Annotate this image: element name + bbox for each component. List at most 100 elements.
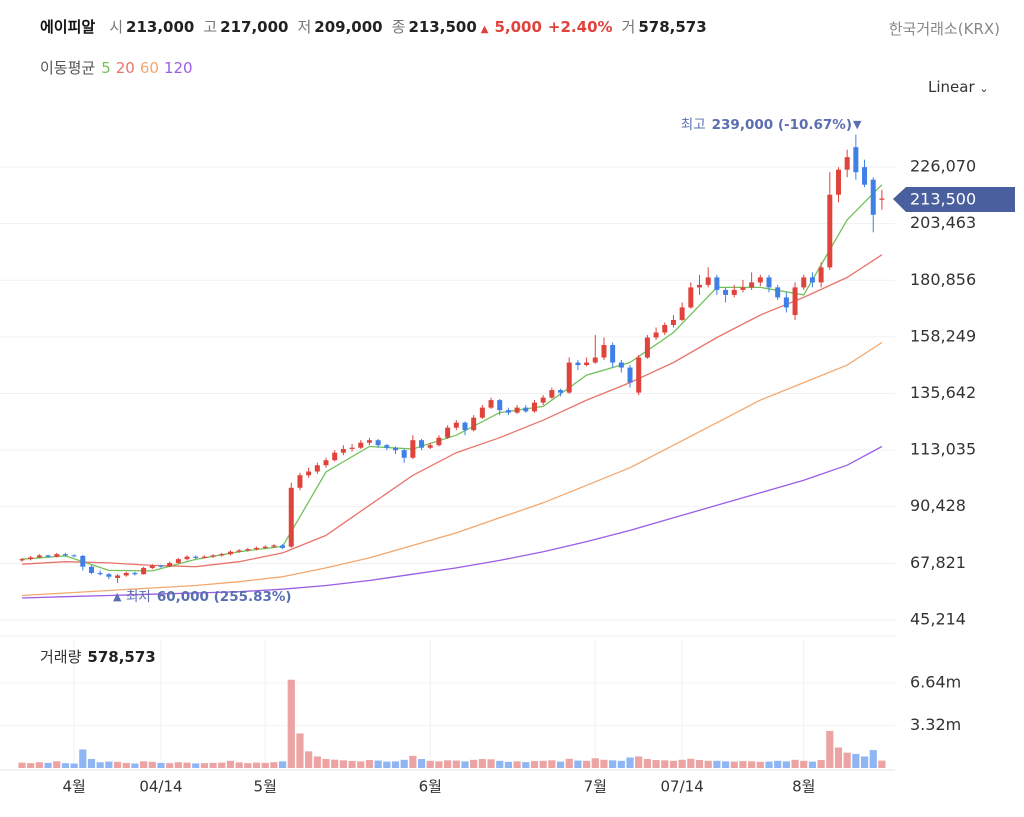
volume-bar [817,760,825,768]
volume-bar [365,760,374,768]
close-value: 213,500 [408,18,477,36]
volume-bar [122,762,130,768]
volume-bar [617,760,625,768]
volume-bar [530,761,539,768]
ma-line [21,254,883,568]
volume-bar [252,762,261,768]
volume-bar [426,760,434,768]
change-percent: +2.40% [547,18,613,36]
volume-bar [635,756,643,768]
volume-bar [226,760,235,768]
low-label: 최저 [126,589,151,605]
candle-body [227,551,233,555]
open-value: 213,000 [126,18,195,36]
volume-bar [200,763,209,768]
candle-body [288,487,294,547]
volume-bar [522,762,530,768]
volume-bar [192,763,200,768]
volume-bar [461,761,469,768]
volume-bar [704,760,712,768]
y-tick-label: 180,856 [910,270,976,289]
candle-body [844,157,850,170]
candle-body [349,447,355,449]
volume-bar [18,762,26,768]
volume-bar [96,762,104,768]
volume-bar [35,762,43,768]
candle-body [106,574,112,577]
legend-item: 20 [115,59,135,77]
volume-bar [148,761,156,768]
volume-bar [513,761,521,768]
volume-bar [174,762,182,768]
volume-bar [504,761,513,768]
volume-bar [826,730,834,768]
candle-body [705,277,711,285]
ma-line [21,445,883,599]
volume-bar [591,758,599,768]
candle-body [323,460,329,466]
volume-bar [348,760,356,768]
volume-bar [305,751,313,768]
volume-bar [44,762,52,768]
candle-body [853,147,859,173]
x-tick-label: 5월 [254,778,277,796]
volume-bar [661,760,669,768]
candle-body [879,198,885,200]
volume-bar [652,760,660,768]
volume-bar [574,760,582,768]
volume-bar [565,758,573,768]
volume-bar [409,755,417,768]
volume-bar [470,759,478,768]
candle-body [627,367,633,383]
candle-body [723,289,729,295]
candle-body [392,447,398,451]
candle-body [375,440,381,446]
volume-bar [157,762,165,768]
volume-bar [869,750,877,768]
volume-bar [609,760,617,768]
candle-body [505,410,511,413]
volume-bar [53,761,61,768]
candle-body [783,297,789,308]
close-label: 종 [391,18,406,36]
volume-bar [730,761,738,768]
candle-body [366,440,372,443]
y-tick-label: 90,428 [910,496,966,515]
high-arrow: ▼ [853,118,862,131]
volume-bar [782,761,790,768]
volume-bar [70,763,78,768]
change-value: 5,000 [494,18,542,36]
candle-body [688,287,694,308]
y-tick-label: 45,214 [910,609,966,628]
stock-name: 에이피알 [40,18,96,36]
volume-bar [417,759,426,768]
volume-bar [105,761,113,768]
candle-body [80,555,86,567]
volume-bar [860,756,869,768]
volume-title-value: 578,573 [87,648,155,666]
candle-body [610,345,616,363]
candle-body [835,169,841,195]
volume-bar [322,759,330,768]
candle-body [314,465,320,472]
candle-body [809,277,815,283]
volume-bar [695,760,704,768]
volume-bar [626,757,634,768]
y-tick-label: 203,463 [910,213,976,232]
candle-body [115,575,121,578]
moving-averages [21,184,883,599]
volume-bar [687,758,695,768]
scale-dropdown[interactable]: Linear ⌄ [928,78,989,96]
candle-body [193,556,199,558]
candle-body [436,437,442,446]
volume-bar [539,760,547,768]
price-tag-text: 213,500 [910,190,976,209]
y-tick-label: 113,035 [910,440,976,459]
candle-body [479,407,485,418]
candle-body [697,284,703,288]
candle-body [531,402,537,412]
candle-body [184,556,190,560]
candle-body [644,337,650,358]
